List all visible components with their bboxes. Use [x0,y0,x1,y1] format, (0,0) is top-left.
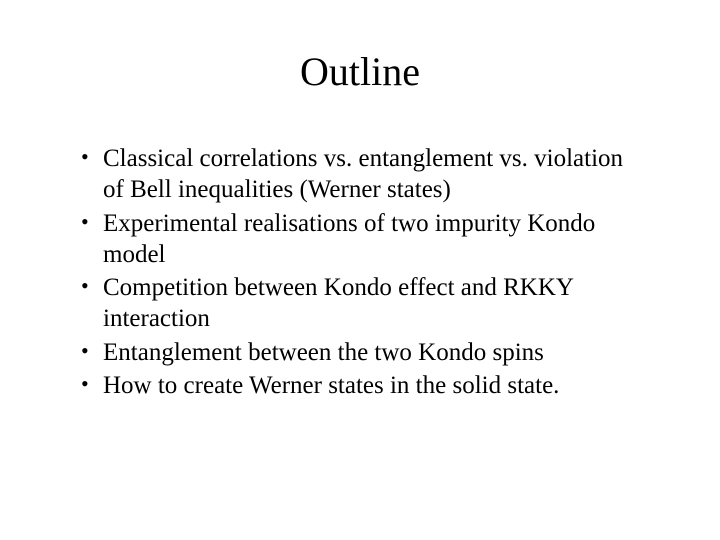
bullet-text: Classical correlations vs. entanglement … [103,145,623,203]
slide-container: Outline Classical correlations vs. entan… [0,0,720,540]
bullet-text: Experimental realisations of two impurit… [103,210,595,268]
list-item: Experimental realisations of two impurit… [75,208,645,271]
list-item: How to create Werner states in the solid… [75,370,645,401]
slide-content: Classical correlations vs. entanglement … [75,143,645,403]
slide-title: Outline [75,48,645,95]
list-item: Classical correlations vs. entanglement … [75,143,645,206]
list-item: Entanglement between the two Kondo spins [75,337,645,368]
bullet-text: Competition between Kondo effect and RKK… [103,274,573,332]
bullet-text: Entanglement between the two Kondo spins [103,339,544,366]
bullet-list: Classical correlations vs. entanglement … [75,143,645,401]
bullet-text: How to create Werner states in the solid… [103,372,559,399]
list-item: Competition between Kondo effect and RKK… [75,272,645,335]
